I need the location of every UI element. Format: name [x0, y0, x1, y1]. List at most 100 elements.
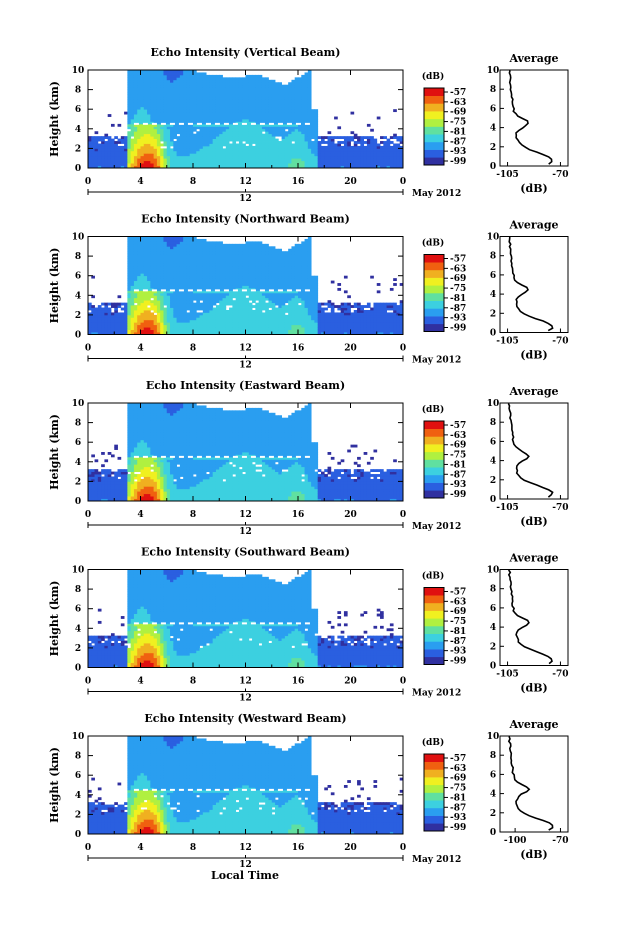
heatmap-cell: [130, 263, 135, 267]
heatmap-cell: [183, 72, 187, 76]
heatmap-cell: [202, 94, 207, 98]
heatmap-cell: [255, 307, 260, 311]
heatmap-cell: [373, 145, 378, 149]
heatmap-cell: [212, 275, 217, 279]
heatmap-cell: [170, 155, 174, 159]
heatmap-cell: [196, 87, 200, 90]
heatmap-cell: [153, 116, 158, 120]
heatmap-cell: [215, 263, 220, 267]
heatmap-cell: [232, 104, 237, 108]
heatmap-cell: [215, 310, 220, 313]
heatmap-cell: [294, 283, 299, 286]
heatmap-cell: [304, 275, 309, 279]
heatmap-cell: [166, 256, 171, 259]
heatmap-cell: [235, 121, 240, 125]
heatmap-cell: [189, 111, 194, 115]
heatmap-cell: [97, 163, 102, 166]
heatmap-cell: [232, 77, 237, 81]
heatmap-cell: [199, 153, 204, 157]
heatmap-cell: [176, 70, 181, 73]
heatmap-cell: [252, 136, 256, 139]
heatmap-cell: [193, 246, 197, 250]
heatmap-cell: [196, 253, 200, 257]
heatmap-cell: [189, 283, 194, 286]
heatmap-cell: [219, 94, 223, 98]
heatmap-cell: [232, 165, 237, 169]
heatmap-cell: [278, 251, 282, 255]
heatmap-cell: [245, 241, 250, 245]
heatmap-cell: [278, 268, 282, 272]
heatmap-cell: [133, 70, 138, 73]
heatmap-cell: [229, 322, 233, 326]
heatmap-cell: [209, 106, 214, 110]
heatmap-cell: [232, 133, 237, 137]
heatmap-cell: [307, 82, 312, 86]
heatmap-cell: [153, 77, 158, 81]
heatmap-cell: [212, 153, 217, 157]
heatmap-cell: [340, 153, 345, 157]
heatmap-cell: [291, 133, 296, 137]
heatmap-cell: [255, 87, 260, 90]
heatmap-cell: [179, 70, 184, 73]
heatmap-cell: [137, 123, 141, 127]
heatmap-cell: [294, 317, 299, 321]
heatmap-cell: [133, 253, 138, 257]
heatmap-cell: [222, 111, 227, 115]
heatmap-cell: [291, 153, 296, 157]
heatmap-cell: [350, 136, 355, 139]
heatmap-cell: [170, 314, 174, 318]
heatmap-cell: [225, 261, 230, 264]
heatmap-cell: [301, 131, 305, 135]
heatmap-cell: [366, 155, 371, 159]
heatmap-cell: [206, 82, 210, 86]
heatmap-cell: [160, 261, 164, 264]
heatmap-cell: [117, 314, 122, 318]
heatmap-cell: [298, 123, 302, 127]
heatmap-cell: [206, 310, 210, 313]
heatmap-cell: [258, 106, 263, 110]
heatmap-cell: [163, 329, 168, 333]
heatmap-cell: [206, 165, 210, 169]
heatmap-cell: [143, 114, 148, 117]
heatmap-cell: [153, 317, 158, 321]
heatmap-cell: [229, 310, 233, 313]
heatmap-cell: [232, 111, 237, 115]
heatmap-cell: [232, 101, 237, 105]
heatmap-cell: [147, 314, 151, 318]
heatmap-cell: [170, 256, 174, 259]
heatmap-cell: [170, 302, 174, 306]
heatmap-cell: [222, 92, 227, 95]
heatmap-cell: [196, 158, 200, 162]
heatmap-cell: [193, 160, 197, 164]
heatmap-cell: [314, 123, 319, 127]
heatmap-cell: [193, 292, 197, 296]
heatmap-cell: [307, 138, 312, 142]
heatmap-cell: [370, 155, 374, 159]
heatmap-cell: [107, 165, 112, 169]
heatmap-cell: [275, 119, 279, 122]
heatmap-cell: [196, 96, 200, 100]
heatmap-cell: [248, 160, 253, 164]
heatmap-cell: [330, 145, 335, 149]
heatmap-cell: [117, 295, 122, 299]
heatmap-cell: [193, 295, 197, 299]
heatmap-cell: [399, 158, 404, 162]
heatmap-cell: [334, 145, 338, 149]
heatmap-cell: [340, 150, 345, 154]
heatmap-cell: [140, 324, 145, 328]
heatmap-cell: [393, 109, 397, 113]
heatmap-cell: [288, 99, 292, 103]
heatmap-cell: [179, 165, 184, 169]
heatmap-cell: [301, 258, 305, 262]
heatmap-cell: [301, 160, 305, 164]
heatmap-cell: [127, 290, 132, 294]
heatmap-cell: [268, 332, 273, 335]
heatmap-cell: [245, 87, 250, 90]
heatmap-cell: [127, 332, 132, 335]
heatmap-cell: [147, 158, 151, 162]
heatmap-cell: [353, 165, 358, 169]
heatmap-cell: [281, 158, 286, 162]
heatmap-cell: [281, 287, 286, 291]
heatmap-cell: [232, 99, 237, 103]
heatmap-cell: [268, 285, 273, 289]
